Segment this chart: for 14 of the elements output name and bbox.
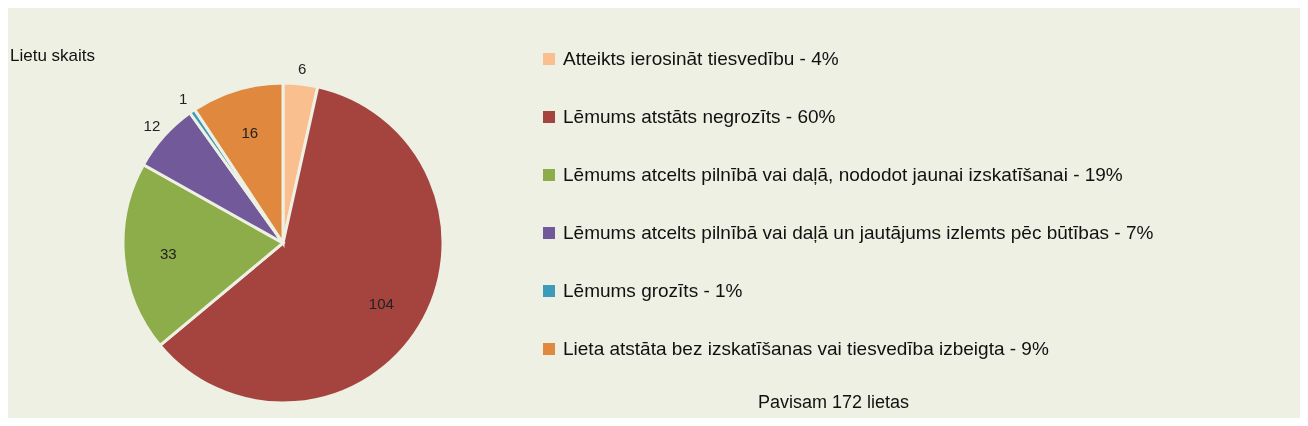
data-label: 16 [241, 124, 259, 142]
legend-label: Lēmums atcelts pilnībā vai daļā un jautājums izlemts pēc būtības - 7% [563, 222, 1154, 244]
text: Pavisam 172 lietas [758, 392, 910, 413]
chart-title: Lietu skaits [10, 46, 96, 66]
legend-label: Lēmums atstāts negrozīts - 60% [563, 106, 836, 128]
data-label: 33 [159, 245, 177, 263]
legend-label: Lieta atstāta bez izskatīšanas vai tiesvedība izbeigta - 9% [563, 338, 1049, 360]
legend-label: Lēmums grozīts - 1% [563, 280, 743, 302]
legend-label: Lēmums atcelts pilnībā vai daļā, nododot jaunai izskatīšanai - 19% [563, 164, 1123, 186]
data-label: 1 [179, 89, 188, 107]
data-label: 6 [298, 59, 307, 77]
data-label: 12 [143, 117, 161, 135]
legend-label: Atteikts ierosināt tiesvedību - 4% [563, 48, 839, 70]
data-label: 104 [368, 294, 394, 312]
